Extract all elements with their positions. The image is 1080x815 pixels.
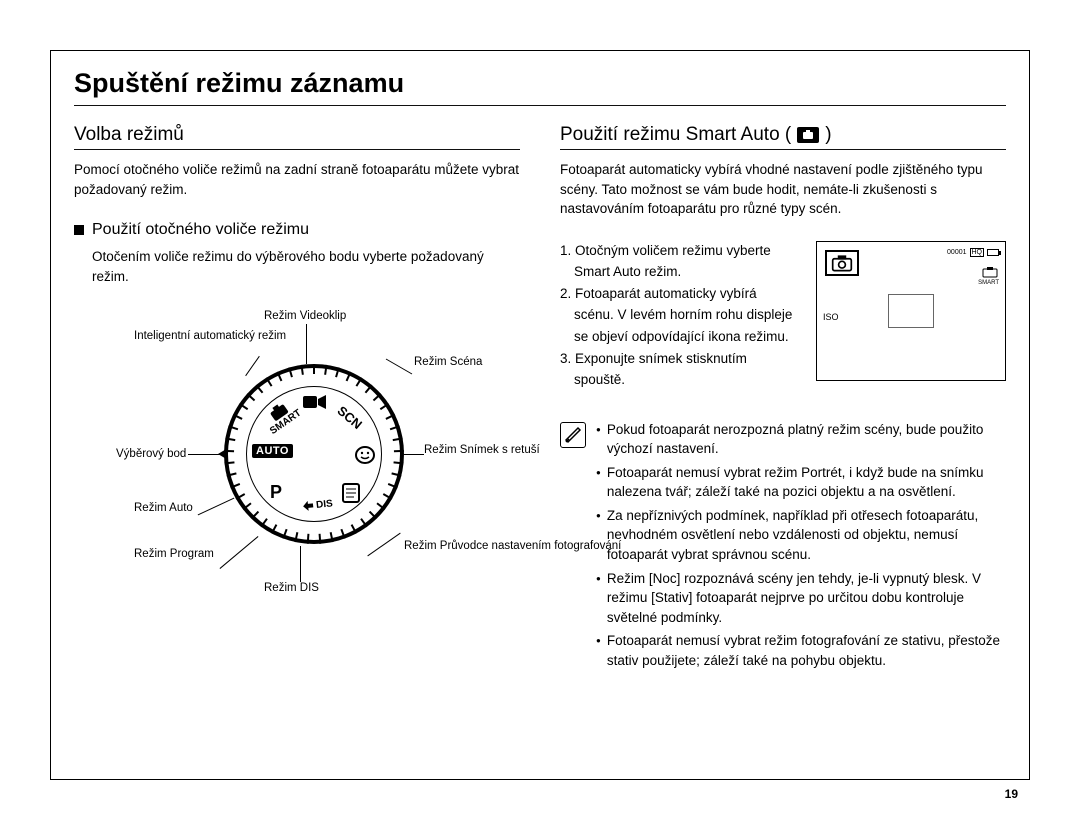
right-heading: Použití režimu Smart Auto ( ) [560, 124, 1006, 146]
note-text: Pokud fotoaparát nerozpozná platný režim… [607, 420, 1006, 459]
battery-icon [987, 249, 999, 256]
note-icon [560, 422, 586, 448]
note-item: Za nepříznivých podmínek, například při … [596, 506, 1006, 565]
left-heading-rule [74, 149, 520, 150]
right-column: Použití režimu Smart Auto ( ) Fotoaparát… [560, 124, 1006, 674]
dial-label-beauty: Režim Snímek s retuší [424, 444, 514, 456]
lcd-counter: 00001 [947, 249, 966, 256]
dial-line [300, 546, 301, 582]
right-heading-suffix: ) [825, 124, 831, 146]
columns: Volba režimů Pomocí otočného voliče reži… [74, 124, 1006, 674]
note-text: Fotoaparát nemusí vybrat režim Portrét, … [607, 463, 1006, 502]
dial-label-video: Režim Videoklip [264, 310, 346, 322]
right-heading-rule [560, 149, 1006, 150]
title-rule [74, 105, 1006, 106]
left-sub-heading: Použití otočného voliče režimu [92, 221, 309, 239]
lcd-mode-icon [825, 250, 859, 276]
dial-ridges [224, 364, 404, 544]
bullet-square-icon [74, 225, 84, 235]
lcd-preview: 00001 HQ SMART ISO [816, 241, 1006, 381]
page-number: 19 [1005, 787, 1018, 801]
left-sub-text: Otočením voliče režimu do výběrového bod… [92, 247, 520, 286]
step-3a: 3. Exponujte snímek stisknutím [560, 349, 800, 369]
note-list: Pokud fotoaparát nerozpozná platný režim… [596, 420, 1006, 675]
dial-label-smart-text: Inteligentní automatický režim [134, 330, 286, 342]
note-block: Pokud fotoaparát nerozpozná platný režim… [560, 420, 1006, 675]
dial-label-scene: Režim Scéna [414, 356, 482, 368]
page-content: Spuštění režimu záznamu Volba režimů Pom… [50, 50, 1030, 780]
note-item: Pokud fotoaparát nerozpozná platný režim… [596, 420, 1006, 459]
step-1b: Smart Auto režim. [560, 262, 800, 282]
dial-label-smart: Inteligentní automatický režim [134, 330, 254, 342]
left-subpoint: Použití otočného voliče režimu [74, 221, 520, 239]
dial-label-dis: Režim DIS [264, 582, 319, 594]
note-text: Režim [Noc] rozpoznává scény jen tehdy, … [607, 569, 1006, 628]
lcd-right-stack: SMART [978, 266, 999, 287]
note-item: Fotoaparát nemusí vybrat režim Portrét, … [596, 463, 1006, 502]
step-2b: scénu. V levém horním rohu displeje [560, 305, 800, 325]
left-column: Volba režimů Pomocí otočného voliče reži… [74, 124, 520, 674]
dial-label-guide: Režim Průvodce nastavením fotografování [404, 540, 544, 552]
lcd-focus-frame [888, 294, 934, 328]
left-intro: Pomocí otočného voliče režimů na zadní s… [74, 160, 520, 199]
left-heading: Volba režimů [74, 124, 520, 146]
page-title: Spuštění režimu záznamu [74, 68, 1006, 99]
step-2c: se objeví odpovídající ikona režimu. [560, 327, 800, 347]
lcd-smart-label: SMART [978, 280, 999, 287]
note-text: Fotoaparát nemusí vybrat režim fotografo… [607, 631, 1006, 670]
note-text: Za nepříznivých podmínek, například při … [607, 506, 1006, 565]
smart-auto-icon [797, 127, 819, 143]
step-1a: 1. Otočným voličem režimu vyberte [560, 241, 800, 261]
dial-label-program: Režim Program [134, 548, 214, 560]
mode-dial-figure: Režim Videoklip Inteligentní automatický… [74, 304, 514, 624]
step-2a: 2. Fotoaparát automaticky vybírá [560, 284, 800, 304]
note-item: Režim [Noc] rozpoznává scény jen tehdy, … [596, 569, 1006, 628]
steps-list: 1. Otočným voličem režimu vyberte Smart … [560, 241, 800, 392]
lcd-iso-label: ISO [823, 312, 839, 322]
lcd-top-indicators: 00001 HQ [947, 248, 999, 257]
dial-line [306, 324, 307, 364]
lcd-quality-badge: HQ [970, 248, 985, 257]
right-heading-prefix: Použití režimu Smart Auto ( [560, 124, 791, 146]
dial-label-selector: Výběrový bod [116, 448, 186, 460]
dial-label-auto: Režim Auto [134, 502, 193, 514]
dial-line [404, 454, 424, 455]
right-intro: Fotoaparát automaticky vybírá vhodné nas… [560, 160, 1006, 219]
note-item: Fotoaparát nemusí vybrat režim fotografo… [596, 631, 1006, 670]
steps-and-lcd: 1. Otočným voličem režimu vyberte Smart … [560, 241, 1006, 392]
step-3b: spouště. [560, 370, 800, 390]
lcd-camera-small-icon [981, 266, 999, 278]
